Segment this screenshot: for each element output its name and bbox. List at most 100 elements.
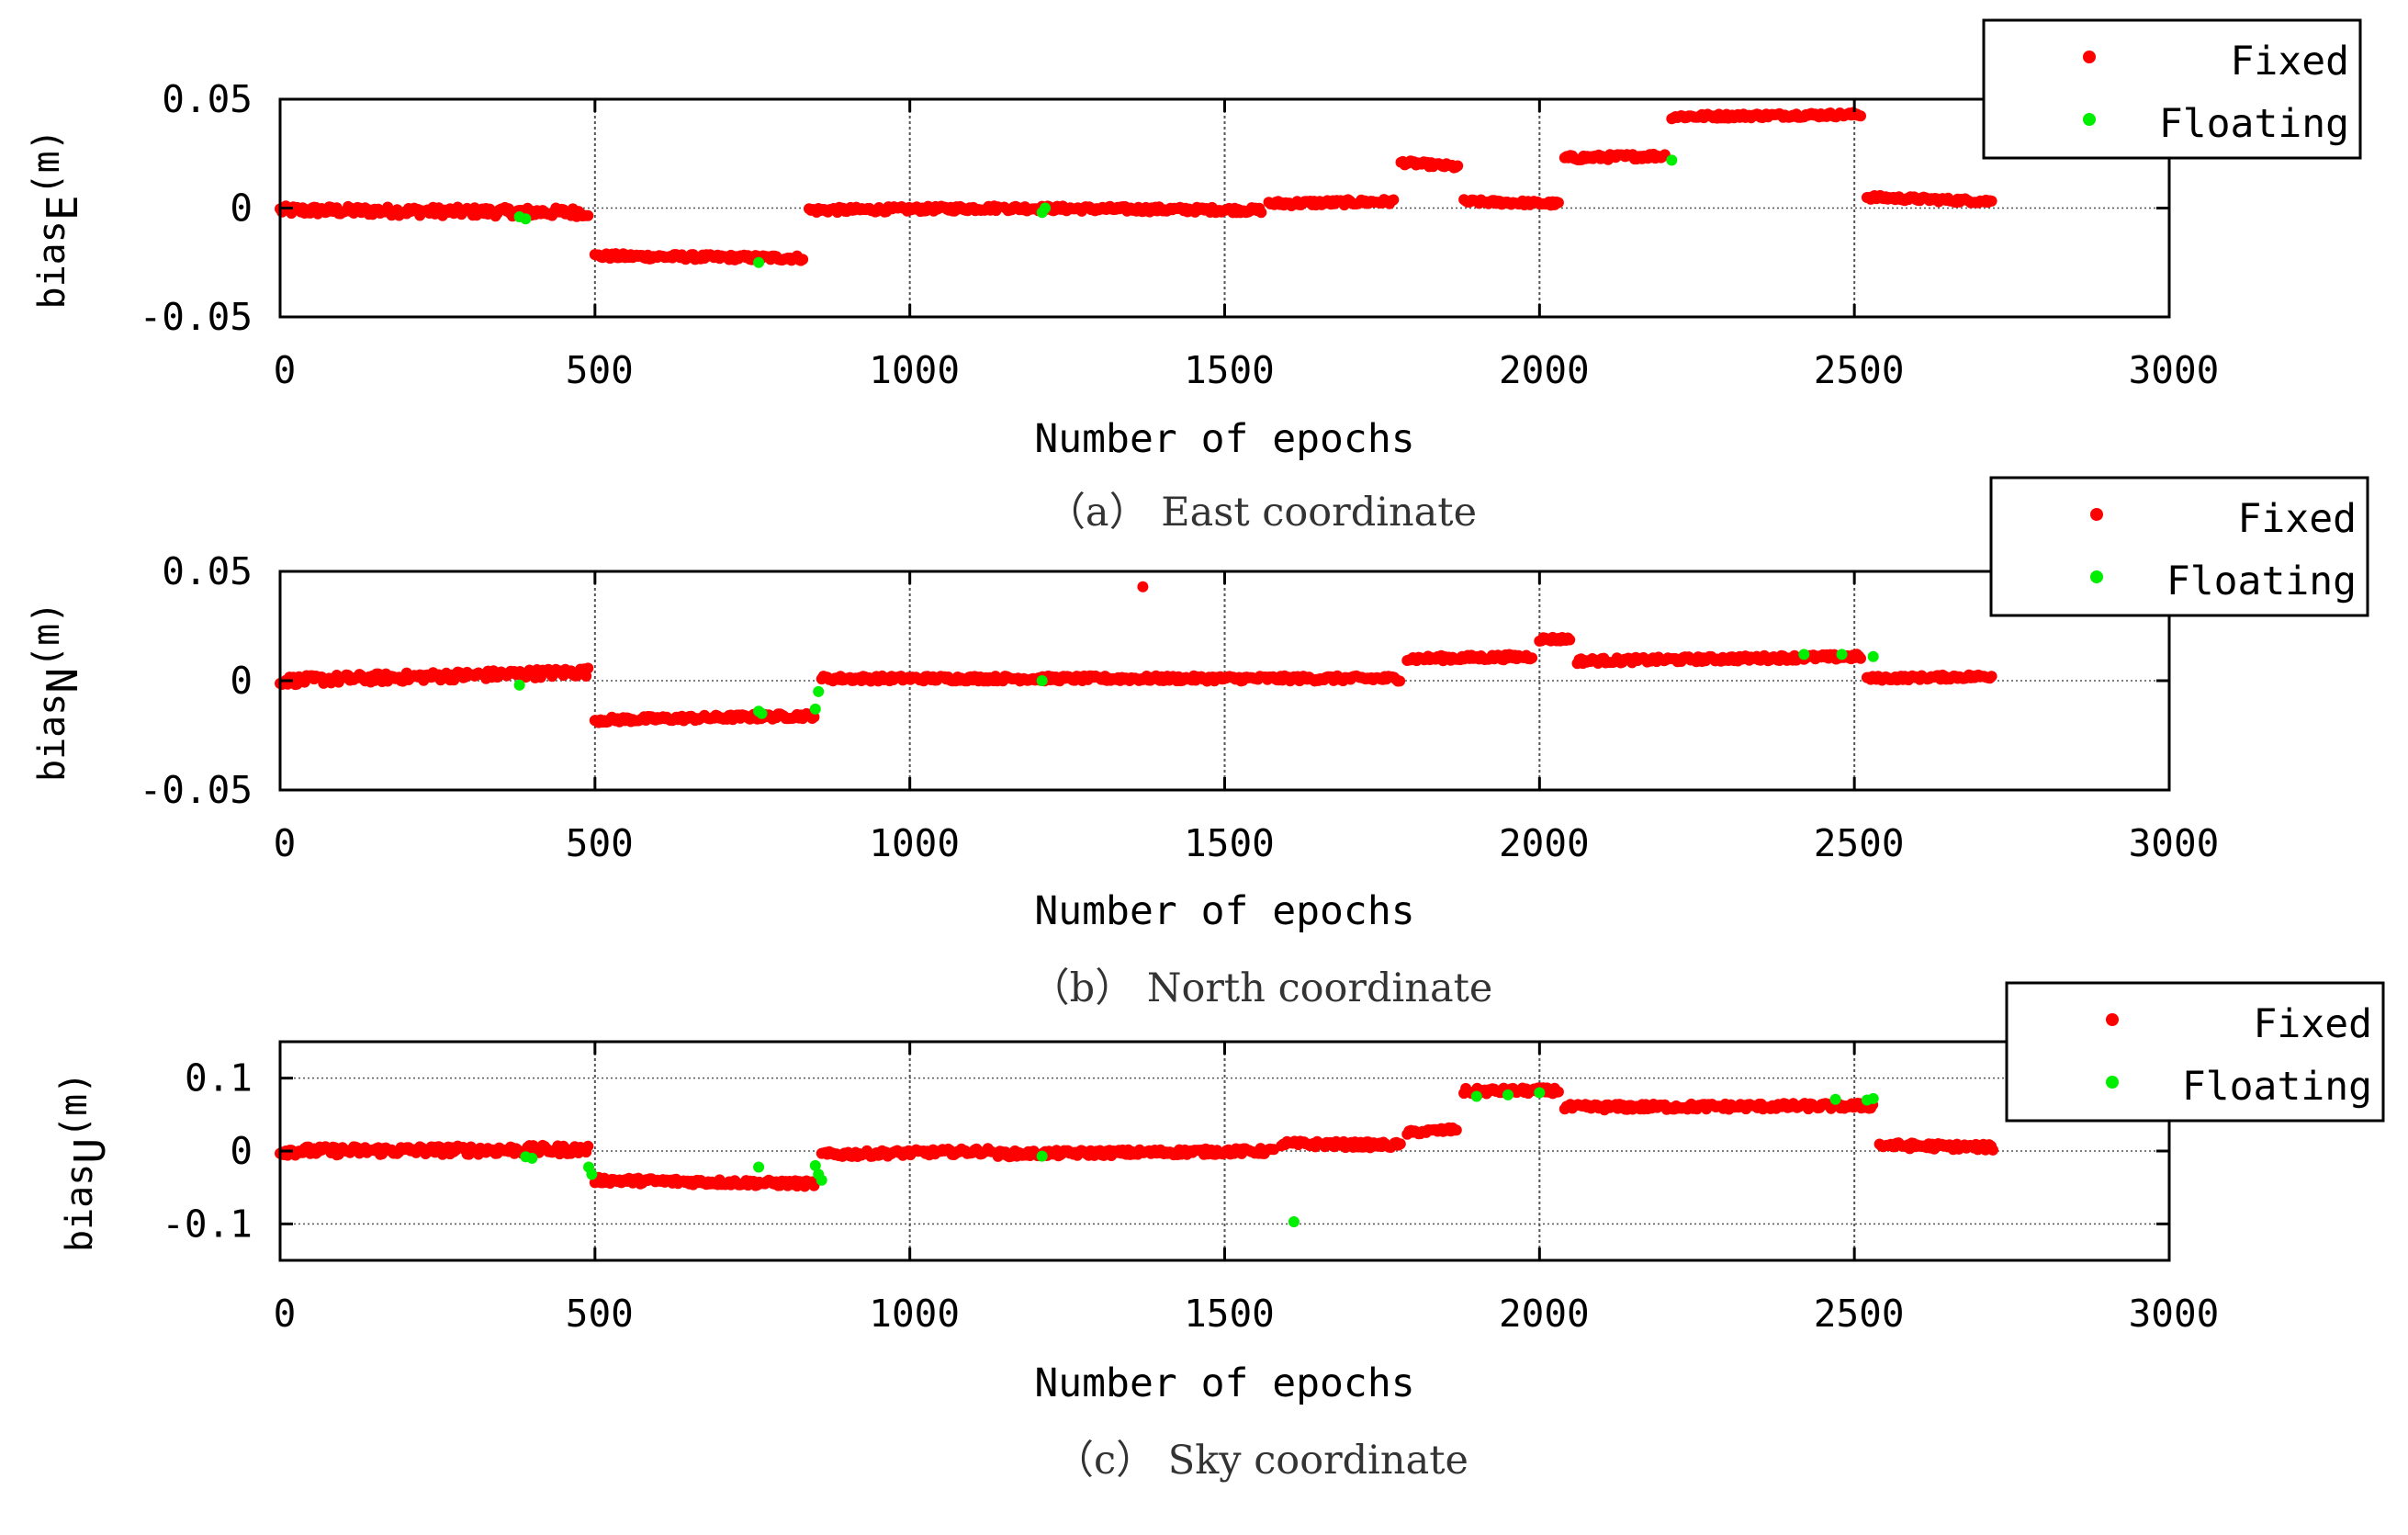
east-legend-floating-marker xyxy=(2083,113,2096,126)
sky-caption: （c） Sky coordinate xyxy=(1054,1438,1468,1484)
sky-floating-point xyxy=(753,1161,765,1173)
north-caption: （b） North coordinate xyxy=(1030,965,1493,1011)
sky-legend-floating-label: Floating xyxy=(2182,1064,2372,1110)
sky-x-tick-label: 2500 xyxy=(1814,1292,1905,1336)
north-fixed-point xyxy=(1394,675,1406,687)
sky-legend: Fixed Floating xyxy=(2005,981,2385,1123)
sky-floating-point xyxy=(809,1159,821,1171)
east-x-tick-label: 3000 xyxy=(2129,348,2220,392)
north-fixed-point xyxy=(1137,581,1149,593)
sky-floating-point xyxy=(526,1152,538,1164)
north-y-tick-label: -0.05 xyxy=(140,768,253,812)
sky-x-tick-label: 1000 xyxy=(869,1292,960,1336)
north-floating-point xyxy=(756,707,768,719)
east-fixed-point xyxy=(1552,197,1564,209)
north-x-tick-label: 2000 xyxy=(1499,821,1590,865)
east-ticks: 0 500 1000 1500 2000 2500 3000 -0.05 0 0.05 xyxy=(140,77,2220,392)
north-fixed-point xyxy=(1986,671,1997,683)
sky-fixed-point xyxy=(582,1140,594,1152)
east-y-axis-label: biasE(m) xyxy=(26,129,87,309)
sky-floating-point xyxy=(816,1174,827,1186)
sky-y-tick-label: 0.1 xyxy=(185,1056,253,1100)
sky-floating-point xyxy=(1036,1150,1048,1162)
north-grid xyxy=(280,571,2169,790)
sky-floating-point xyxy=(1829,1093,1841,1105)
east-fixed-point xyxy=(582,209,594,221)
north-y-axis-label-unit: (m) xyxy=(26,602,68,668)
sky-x-tick-label: 0 xyxy=(274,1292,297,1336)
sky-floating-point xyxy=(1470,1090,1482,1102)
north-x-tick-label: 2500 xyxy=(1814,821,1905,865)
north-x-tick-label: 1000 xyxy=(869,821,960,865)
north-legend: Fixed Floating xyxy=(1989,476,2369,617)
north-x-tick-label: 500 xyxy=(566,821,634,865)
north-ticks: 0 500 1000 1500 2000 2500 3000 -0.05 0 0.05 xyxy=(140,549,2220,865)
sky-ticks: 0 500 1000 1500 2000 2500 3000 -0.1 0 0.1 xyxy=(162,1042,2219,1336)
north-y-axis-label-prefix: bias xyxy=(31,694,73,782)
east-caption: （a） East coordinate xyxy=(1046,490,1477,536)
east-fixed-point xyxy=(1452,160,1464,172)
north-floating-point xyxy=(1798,649,1810,660)
east-floating-points xyxy=(513,154,1678,268)
north-legend-floating-marker xyxy=(2090,570,2103,583)
east-x-tick-label: 2000 xyxy=(1499,348,1590,392)
east-y-axis-label-prefix: bias xyxy=(31,220,73,309)
north-floating-point xyxy=(1867,650,1879,662)
east-fixed-point xyxy=(1986,195,1997,207)
east-floating-point xyxy=(520,213,532,225)
north-x-tick-label: 0 xyxy=(274,821,297,865)
sky-y-axis-label-unit: (m) xyxy=(53,1072,96,1138)
sky-x-tick-label: 2000 xyxy=(1499,1292,1590,1336)
east-x-tick-label: 2500 xyxy=(1814,348,1905,392)
north-legend-fixed-label: Fixed xyxy=(2238,496,2357,542)
sky-x-tick-label: 1500 xyxy=(1184,1292,1275,1336)
sky-x-tick-label: 500 xyxy=(566,1292,634,1336)
north-floating-point xyxy=(513,679,525,691)
sky-fixed-point xyxy=(1450,1124,1462,1136)
north-legend-box xyxy=(1989,476,2369,617)
sky-y-axis-label-prefix: bias xyxy=(59,1164,101,1252)
north-fixed-point xyxy=(1855,652,1866,664)
sky-floating-point xyxy=(1867,1092,1879,1104)
north-legend-fixed-marker xyxy=(2090,508,2103,521)
east-floating-point xyxy=(1666,154,1678,166)
east-fixed-point xyxy=(1855,110,1866,122)
chart-sky: 0 500 1000 1500 2000 2500 3000 -0.1 0 0.1 Number … xyxy=(53,981,2385,1484)
sky-fixed-point xyxy=(808,1179,820,1191)
east-fixed-point xyxy=(1255,207,1267,219)
east-fixed-point xyxy=(1388,194,1400,206)
sky-legend-box xyxy=(2005,981,2385,1123)
sky-floating-point xyxy=(1288,1216,1300,1227)
north-y-axis-label: biasN(m) xyxy=(26,602,87,782)
sky-legend-floating-marker xyxy=(2106,1076,2119,1089)
sky-fixed-point xyxy=(1394,1138,1406,1150)
east-y-tick-label: 0 xyxy=(230,186,253,231)
north-floating-point xyxy=(809,703,821,715)
north-fixed-point xyxy=(582,662,594,674)
sky-y-axis-label: biasU(m) xyxy=(53,1072,115,1252)
north-fixed-point xyxy=(1564,634,1576,646)
sky-x-tick-label: 3000 xyxy=(2129,1292,2220,1336)
sky-fixed-point xyxy=(1552,1086,1564,1098)
east-fixed-points xyxy=(275,107,1997,266)
sky-y-tick-label: 0 xyxy=(230,1129,253,1173)
north-floating-point xyxy=(1036,675,1048,686)
north-floating-point xyxy=(1836,649,1848,660)
chart-north: 0 500 1000 1500 2000 2500 3000 -0.05 0 0.05 Numbe… xyxy=(26,476,2369,1011)
east-y-axis-label-sub: E xyxy=(38,195,87,220)
sky-x-axis-label: Number of epochs xyxy=(1034,1360,1414,1406)
north-x-tick-label: 3000 xyxy=(2129,821,2220,865)
sky-grid xyxy=(280,1042,2169,1260)
east-x-axis-label: Number of epochs xyxy=(1034,416,1414,462)
sky-fixed-point xyxy=(1987,1144,1998,1156)
north-floating-points xyxy=(513,649,1879,719)
east-x-tick-label: 0 xyxy=(274,348,297,392)
east-legend-box xyxy=(1982,18,2362,160)
north-legend-floating-label: Floating xyxy=(2166,559,2357,604)
east-x-tick-label: 500 xyxy=(566,348,634,392)
east-legend-fixed-marker xyxy=(2083,51,2096,63)
east-x-tick-label: 1000 xyxy=(869,348,960,392)
east-y-axis-label-unit: (m) xyxy=(26,129,68,195)
chart-east: 0 500 1000 1500 2000 2500 3000 -0.05 0 0.05 Numbe… xyxy=(26,18,2362,536)
east-legend: Fixed Floating xyxy=(1982,18,2362,160)
